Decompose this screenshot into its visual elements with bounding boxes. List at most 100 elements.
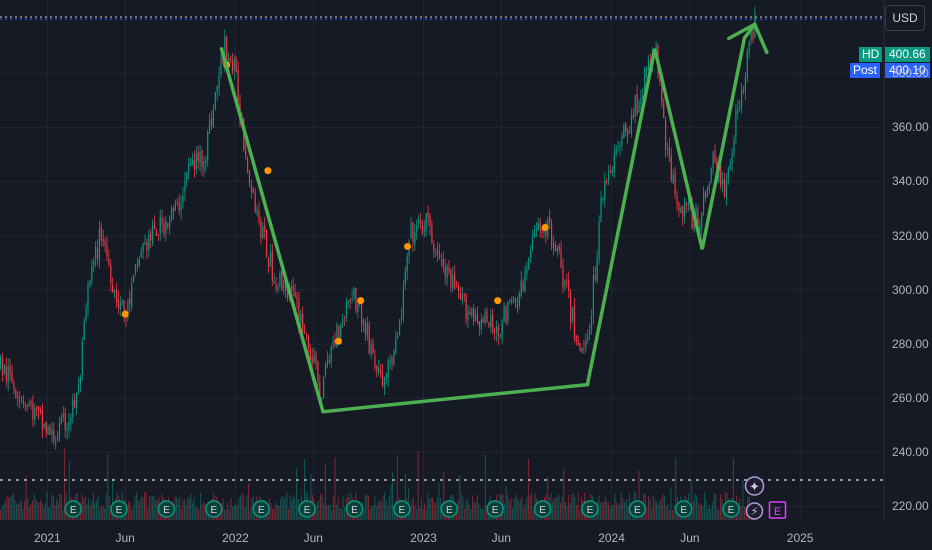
currency-button[interactable]: USD <box>885 5 925 31</box>
x-axis-tick-label: 2025 <box>786 531 814 545</box>
candle-body <box>279 272 281 287</box>
volume-bar <box>104 508 106 520</box>
candle-body <box>378 367 380 373</box>
volume-bar <box>515 494 517 520</box>
volume-bar <box>334 457 336 520</box>
candle-body <box>256 209 258 215</box>
candle-body <box>152 225 154 243</box>
candle-body <box>38 406 40 411</box>
candle-body <box>195 153 197 170</box>
candle-body <box>100 226 102 241</box>
candle-body <box>216 86 218 93</box>
candle-body <box>731 153 733 164</box>
volume-bar <box>139 501 141 520</box>
candle-body <box>606 181 608 183</box>
candle-body <box>188 164 190 172</box>
candle-body <box>399 322 401 334</box>
candle-body <box>157 234 159 236</box>
earnings-marker <box>110 500 128 518</box>
volume-bar <box>609 508 611 520</box>
candle-body <box>674 171 676 195</box>
y-axis-tick-label: 280.00 <box>892 336 929 351</box>
volume-bar <box>409 506 411 520</box>
candle-body <box>575 335 577 341</box>
volume-bar <box>278 506 280 520</box>
volume-bar <box>144 492 146 520</box>
volume-bar <box>28 507 30 520</box>
candle-body <box>416 225 418 232</box>
candle-body <box>533 231 536 238</box>
volume-bar <box>716 507 718 520</box>
volume-bar <box>20 499 22 520</box>
volume-bar <box>472 495 474 520</box>
candle-body <box>619 146 621 148</box>
volume-bar <box>108 496 110 520</box>
candle-body <box>114 290 116 293</box>
volume-bar <box>697 501 699 520</box>
volume-bar <box>424 503 426 520</box>
split-event-icon <box>745 502 764 520</box>
candle-body <box>9 365 11 375</box>
volume-bar <box>0 509 2 520</box>
candle-body <box>560 249 562 268</box>
candle-body <box>68 421 70 430</box>
candle-body <box>26 404 28 406</box>
volume-bar <box>614 493 616 520</box>
volume-bar <box>668 509 670 520</box>
candle-body <box>115 290 118 302</box>
volume-bar <box>675 457 677 520</box>
candle-body <box>520 280 522 297</box>
earnings-marker <box>252 500 270 518</box>
candle-body <box>142 243 144 253</box>
candle-body <box>169 217 171 228</box>
volume-bar <box>699 504 701 520</box>
volume-bar <box>612 505 614 520</box>
candle-body <box>376 365 378 372</box>
candle-body <box>366 322 368 337</box>
volume-bar <box>387 506 389 520</box>
candle-body <box>608 172 610 181</box>
volume-bar <box>84 496 86 520</box>
candle-body <box>459 292 461 299</box>
candle-body <box>385 375 387 379</box>
candle-body <box>471 308 473 316</box>
candle-body <box>102 238 104 242</box>
volume-bar <box>22 508 24 520</box>
volume-bar <box>56 498 58 520</box>
volume-bar <box>315 504 317 520</box>
earnings-marker <box>533 500 552 518</box>
x-axis-tick-label: Jun <box>303 531 323 545</box>
candle-body <box>87 283 89 310</box>
candle-body <box>83 321 85 340</box>
candle-body <box>98 228 100 261</box>
candle-body <box>93 260 95 266</box>
candle-body <box>334 339 336 345</box>
volume-bar <box>638 470 640 520</box>
volume-bar <box>526 496 528 520</box>
candle-body <box>233 59 235 71</box>
volume-bar <box>513 498 515 520</box>
volume-bar <box>246 495 248 520</box>
volume-bar <box>140 497 142 520</box>
candle-body <box>328 360 330 363</box>
volume-bar <box>57 501 59 520</box>
volume-bar <box>179 496 181 520</box>
candle-body <box>134 264 137 274</box>
candle-body <box>663 103 665 118</box>
candle-body <box>248 170 251 184</box>
candle-body <box>159 216 161 235</box>
candle-body <box>452 275 454 288</box>
volume-bar <box>419 508 421 520</box>
volume-bar <box>673 504 675 520</box>
earnings-marker <box>486 500 504 518</box>
volume-bar <box>606 501 608 520</box>
volume-bar <box>376 506 378 520</box>
candle-body <box>66 428 68 431</box>
candle-body <box>250 185 252 192</box>
candle-body <box>526 267 528 274</box>
candle-body <box>562 266 564 289</box>
candle-body <box>495 326 498 333</box>
volume-bar <box>611 504 613 520</box>
